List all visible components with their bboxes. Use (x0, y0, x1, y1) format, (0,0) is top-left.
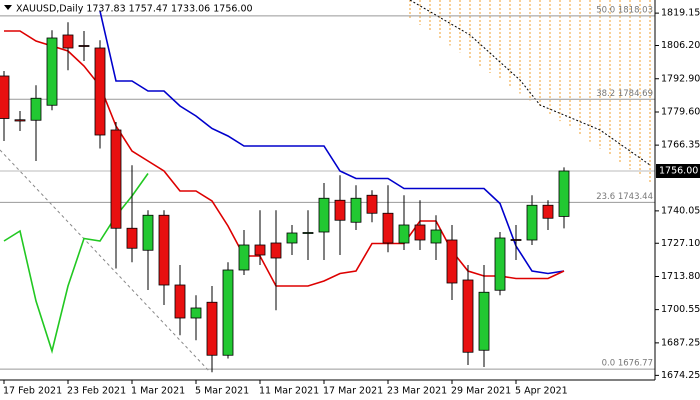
candle-body (158, 214, 170, 286)
y-tick-label: 1713.80 (661, 271, 700, 282)
fib-fan-line (409, 0, 651, 166)
candle-body (190, 307, 202, 319)
candle-body (398, 224, 410, 244)
x-tick-label: 11 Mar 2021 (259, 386, 319, 397)
candle-body (142, 214, 154, 251)
candle-body (286, 232, 298, 244)
x-tick-label: 5 Apr 2021 (515, 386, 568, 397)
y-tick-label: 1740.05 (661, 205, 700, 216)
fib-level-label: 0.0 1676.77 (602, 359, 653, 369)
y-tick-label: 1779.60 (661, 107, 700, 118)
candle-body (302, 232, 314, 234)
indicator-line (3, 173, 149, 354)
candle-body (542, 204, 554, 219)
candle-body (462, 279, 474, 353)
candle-body (558, 170, 570, 217)
x-tick-label: 17 Mar 2021 (323, 386, 383, 397)
candle-body (494, 237, 506, 291)
candle-body (350, 197, 362, 223)
fib-level-label: 38.2 1784.69 (596, 89, 653, 99)
candle-body (382, 212, 394, 244)
candle-body (126, 227, 138, 249)
candle-body (366, 194, 378, 214)
candle-body (254, 244, 266, 256)
last-price-box (656, 164, 700, 178)
candle-body (0, 75, 10, 119)
x-tick-label: 23 Mar 2021 (387, 386, 447, 397)
candle-body (430, 229, 442, 244)
y-tick-label: 1700.55 (661, 304, 700, 315)
candle-body (510, 239, 522, 241)
x-tick-label: 23 Feb 2021 (67, 386, 126, 397)
candle-body (14, 119, 26, 122)
candle-body (318, 197, 330, 233)
y-tick-label: 1674.25 (661, 370, 700, 381)
candle-body (30, 97, 42, 121)
y-tick-label: 1766.35 (661, 140, 700, 151)
candle-body (110, 129, 122, 229)
candle-body (414, 224, 426, 241)
candle-body (238, 244, 250, 271)
candle-body (222, 269, 234, 356)
fib-trend-line (0, 149, 211, 373)
candle-body (446, 239, 458, 284)
last-price-label: 1756.00 (659, 166, 698, 177)
candle-body (206, 301, 218, 356)
fib-level-label: 50.0 1818.03 (596, 5, 653, 15)
candle-body (478, 291, 490, 351)
y-tick-label: 1819.15 (661, 8, 700, 19)
x-tick-label: 1 Mar 2021 (131, 386, 185, 397)
y-tick-label: 1687.25 (661, 337, 700, 348)
candle-body (62, 34, 74, 49)
candle-body (334, 199, 346, 221)
chart-title: XAUUSD,Daily 1737.83 1757.47 1733.06 175… (16, 4, 253, 15)
indicator-line (99, 10, 565, 275)
candle-body (270, 242, 282, 259)
candle-body (46, 37, 58, 106)
y-tick-label: 1806.20 (661, 40, 700, 51)
candle-body (174, 284, 186, 319)
candle-body (94, 47, 106, 136)
candle-body (526, 204, 538, 241)
candle-body (78, 45, 90, 47)
x-tick-label: 29 Mar 2021 (451, 386, 511, 397)
y-tick-label: 1792.90 (661, 73, 700, 84)
title-arrow (4, 5, 12, 10)
x-tick-label: 17 Feb 2021 (3, 386, 62, 397)
x-tick-label: 5 Mar 2021 (195, 386, 249, 397)
y-tick-label: 1727.10 (661, 238, 700, 249)
fib-level-label: 23.6 1743.44 (596, 192, 653, 202)
